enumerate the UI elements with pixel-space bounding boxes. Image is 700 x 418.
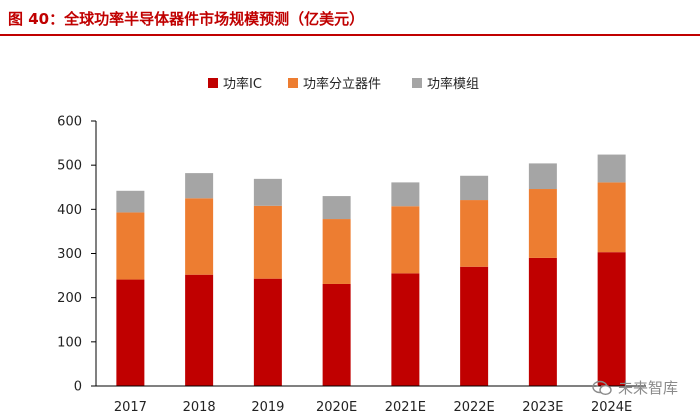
watermark: 未来智库	[592, 377, 678, 398]
y-tick-label: 600	[57, 115, 82, 130]
legend-swatch-1	[288, 78, 298, 88]
x-tick-label: 2017	[114, 400, 147, 415]
figure-title-bar: 图 40：全球功率半导体器件市场规模预测（亿美元）	[0, 0, 700, 38]
chart-legend: 功率IC 功率分立器件 功率模组	[208, 76, 479, 92]
bar-2-1	[185, 173, 214, 199]
x-tick-label: 2020E	[316, 400, 357, 415]
bar-2-5	[460, 175, 489, 201]
x-tick-label: 2024E	[591, 400, 632, 415]
bar-0-1	[185, 274, 214, 386]
bar-1-4	[391, 206, 420, 274]
x-tick-label: 2022E	[453, 400, 494, 415]
x-tick-label: 2019	[251, 400, 284, 415]
y-axis: 0 100 200 300 400 500 600	[57, 115, 97, 395]
bar-2-2	[253, 178, 282, 206]
bar-0-0	[116, 279, 145, 386]
bar-0-7	[597, 252, 626, 386]
legend-swatch-2	[412, 78, 422, 88]
bar-0-6	[528, 257, 557, 386]
bar-series	[116, 154, 626, 386]
x-tick-label: 2023E	[522, 400, 563, 415]
legend-label-0: 功率IC	[223, 76, 262, 92]
x-tick-label: 2021E	[385, 400, 426, 415]
legend-label-2: 功率模组	[427, 76, 479, 92]
figure-title: 图 40：全球功率半导体器件市场规模预测（亿美元）	[8, 10, 365, 28]
y-tick-label: 0	[74, 380, 82, 395]
bar-0-2	[253, 278, 282, 386]
bar-0-3	[322, 283, 351, 386]
bar-1-6	[528, 189, 557, 258]
bar-1-2	[253, 205, 282, 279]
bar-2-7	[597, 154, 626, 183]
bar-0-4	[391, 273, 420, 386]
wechat-icon	[592, 380, 612, 395]
bar-2-3	[322, 196, 351, 220]
legend-label-1: 功率分立器件	[303, 76, 381, 92]
bar-1-1	[185, 198, 214, 275]
bar-2-6	[528, 163, 557, 190]
bar-1-0	[116, 212, 145, 280]
title-divider	[0, 34, 700, 36]
x-tick-label: 2018	[183, 400, 216, 415]
bar-2-0	[116, 190, 145, 213]
bar-0-5	[460, 266, 489, 386]
y-tick-label: 300	[57, 247, 82, 262]
legend-swatch-0	[208, 78, 218, 88]
watermark-text: 未来智库	[617, 379, 678, 397]
bar-2-4	[391, 182, 420, 207]
y-tick-label: 200	[57, 291, 82, 306]
bar-1-5	[460, 200, 489, 267]
x-axis: 2017 2018 2019 2020E 2021E 2022E 2023E 2024E	[96, 385, 646, 415]
y-tick-label: 100	[57, 335, 82, 350]
y-tick-label: 400	[57, 203, 82, 218]
bar-1-3	[322, 219, 351, 284]
bar-1-7	[597, 182, 626, 253]
y-tick-label: 500	[57, 159, 82, 174]
